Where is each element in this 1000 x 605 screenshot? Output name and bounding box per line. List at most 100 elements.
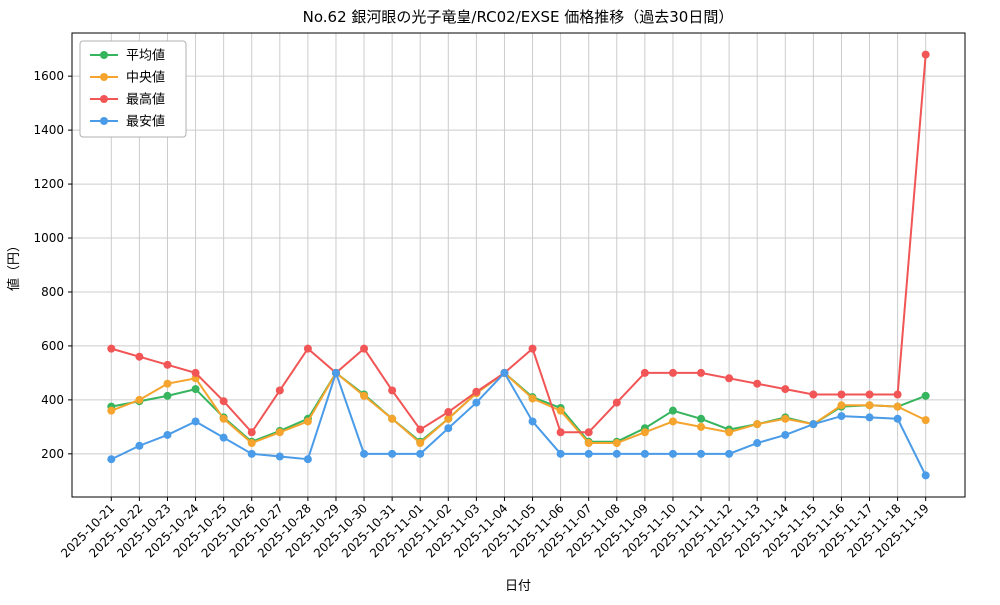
legend-label: 平均値 [126,48,165,64]
series-point-中央値 [247,439,256,448]
series-point-中央値 [444,414,453,423]
legend-marker-dot [100,117,108,125]
series-point-中央値 [584,439,593,448]
legend-label: 中央値 [126,70,165,86]
x-axis-label: 日付 [505,579,531,594]
series-point-中央値 [556,406,565,415]
series-point-最安値 [500,368,509,377]
series-point-最高値 [247,428,256,437]
series-point-最高値 [388,386,397,395]
series-point-最高値 [753,379,762,388]
series-point-最安値 [135,441,144,450]
series-point-中央値 [668,417,677,426]
legend-box [79,40,187,138]
y-tick-label: 400 [41,393,64,407]
y-tick-label: 200 [41,447,64,461]
series-point-平均値 [921,391,930,400]
series-point-最安値 [556,449,565,458]
y-axis-label: 値（円） [6,239,22,291]
series-point-最高値 [444,408,453,417]
series-point-中央値 [416,439,425,448]
series-point-中央値 [640,428,649,437]
series-point-中央値 [303,417,312,426]
series-point-最安値 [528,417,537,426]
series-point-最安値 [697,449,706,458]
series-point-最高値 [472,387,481,396]
series-point-最安値 [472,398,481,407]
series-point-最安値 [921,471,930,480]
series-point-最高値 [640,368,649,377]
y-tick-label: 1600 [33,69,64,83]
series-point-最高値 [191,368,200,377]
y-tick-label: 1000 [33,231,64,245]
series-point-最安値 [163,430,172,439]
series-point-最安値 [444,424,453,433]
series-point-中央値 [893,402,902,411]
series-point-最高値 [584,428,593,437]
series-point-最安値 [640,449,649,458]
y-tick-label: 600 [41,339,64,353]
series-point-最高値 [781,385,790,394]
series-line-平均値 [111,371,927,443]
y-tick-label: 1200 [33,177,64,191]
series-point-中央値 [219,414,228,423]
series-point-最高値 [135,352,144,361]
series-point-中央値 [528,394,537,403]
series-point-最安値 [893,414,902,423]
series-point-中央値 [697,422,706,431]
series-line-中央値 [110,371,927,445]
series-point-最高値 [697,368,706,377]
series-point-最高値 [163,360,172,369]
series-point-最安値 [612,449,621,458]
series-point-最高値 [528,344,537,353]
series-point-最高値 [837,390,846,399]
series-point-中央値 [753,420,762,429]
legend-marker-dot [100,73,108,81]
series-point-最高値 [360,344,369,353]
legend-marker-dot [100,95,108,103]
y-tick-label: 800 [41,285,64,299]
plot-area: 20040060080010001200140016002025-10-2120… [33,32,966,560]
series-point-最高値 [865,390,874,399]
series-point-平均値 [697,414,706,423]
series-point-中央値 [388,414,397,423]
series-point-最高値 [921,50,930,59]
series-point-最安値 [725,449,734,458]
series-point-最安値 [360,449,369,458]
series-point-最安値 [837,412,846,421]
series-point-中央値 [865,401,874,410]
series-point-中央値 [163,379,172,388]
series-point-最安値 [668,449,677,458]
series-point-中央値 [837,401,846,410]
series-point-最安値 [331,368,340,377]
series-point-中央値 [725,428,734,437]
series-point-平均値 [163,391,172,400]
series-point-最高値 [612,398,621,407]
series-point-最高値 [809,390,818,399]
plot-border [71,32,966,498]
series-point-最安値 [191,417,200,426]
series-point-最高値 [725,374,734,383]
legend-marker-dot [100,51,108,59]
series-point-最安値 [247,449,256,458]
chart-title: No.62 銀河眼の光子竜皇/RC02/EXSE 価格推移（過去30日間） [303,8,734,26]
series-point-最安値 [753,439,762,448]
legend-label: 最安値 [126,114,165,130]
series-point-中央値 [275,428,284,437]
series-point-中央値 [781,414,790,423]
series-point-最安値 [809,420,818,429]
series-point-最安値 [275,452,284,461]
series-point-最安値 [865,413,874,422]
series-point-最高値 [416,425,425,434]
series-point-最高値 [107,344,116,353]
series-point-最安値 [219,433,228,442]
series-point-中央値 [360,391,369,400]
series-point-中央値 [135,395,144,404]
series-point-中央値 [612,439,621,448]
series-point-最高値 [668,368,677,377]
y-tick-label: 1400 [33,123,64,137]
series-point-最安値 [584,449,593,458]
series-point-最安値 [781,430,790,439]
